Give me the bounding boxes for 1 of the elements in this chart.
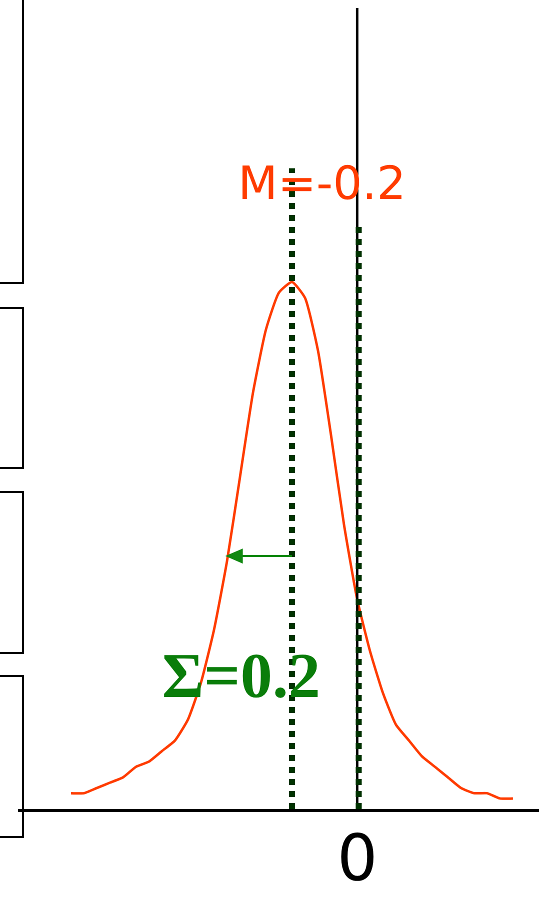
text: 0 — [337, 822, 378, 896]
